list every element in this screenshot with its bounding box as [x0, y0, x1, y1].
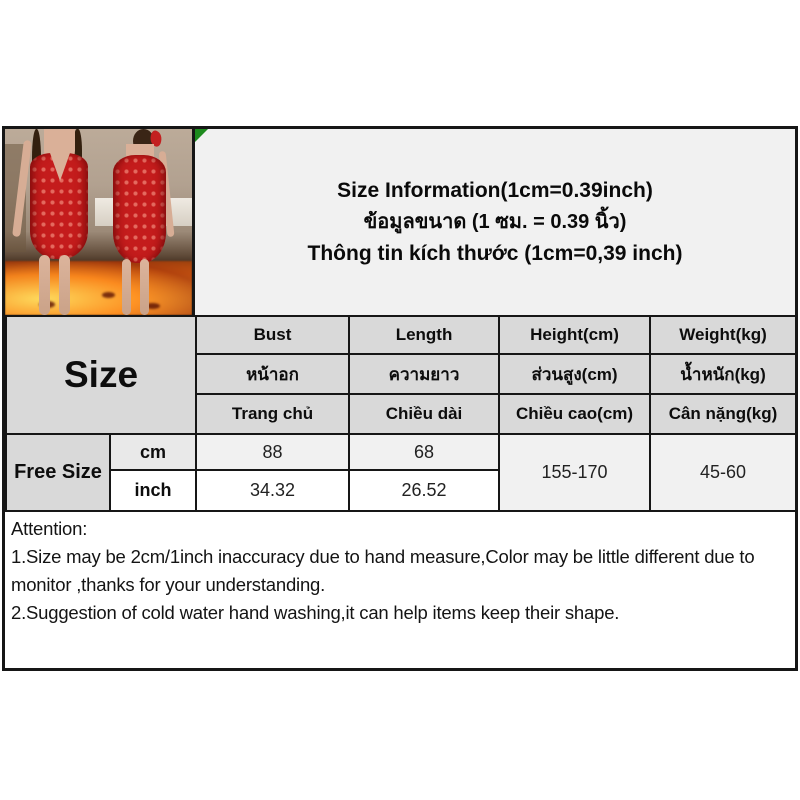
col-header-height-en: Height(cm): [498, 315, 652, 355]
col-header-weight-th: น้ำหนัก(kg): [649, 353, 798, 395]
size-chart-table: Size Bust Length Height(cm) Weight(kg) ห…: [4, 315, 798, 512]
attention-heading: Attention:: [11, 518, 88, 539]
length-inch-value: 26.52: [348, 469, 501, 512]
leg: [59, 255, 71, 315]
title-cell: Size Information(1cm=0.39inch) ข้อมูลขนา…: [195, 129, 795, 315]
col-header-height-vi: Chiều cao(cm): [498, 393, 652, 435]
row-label-free-size: Free Size: [5, 433, 111, 512]
attention-notes: Attention: 1.Size may be 2cm/1inch inacc…: [5, 512, 795, 668]
size-corner-cell: Size: [4, 315, 198, 435]
col-header-weight-vi: Cân nặng(kg): [649, 393, 798, 435]
leg: [38, 255, 50, 315]
red-dress-back: [113, 155, 166, 263]
leg: [139, 259, 150, 315]
fireplace-fire: [5, 261, 192, 315]
col-header-length-vi: Chiều dài: [348, 393, 501, 435]
photo-background: [5, 129, 192, 315]
data-row-cm: Free Size cm 88 68 155-170 45-60: [5, 433, 798, 512]
title-vietnamese: Thông tin kích thước (1cm=0,39 inch): [307, 242, 683, 265]
bust-cm-value: 88: [195, 433, 351, 471]
col-header-bust-en: Bust: [195, 315, 351, 355]
col-header-bust-vi: Trang chủ: [195, 393, 351, 435]
bust-inch-value: 34.32: [195, 469, 351, 512]
model-back: [99, 129, 181, 315]
size-info-sheet: Size Information(1cm=0.39inch) ข้อมูลขนา…: [2, 126, 798, 671]
product-photo: [5, 129, 195, 315]
col-header-bust-th: หน้าอก: [195, 353, 351, 395]
col-header-length-th: ความยาว: [348, 353, 501, 395]
leg: [121, 259, 132, 315]
header-row-th: หน้าอก ความยาว ส่วนสูง(cm) น้ำหนัก(kg): [6, 353, 798, 395]
hair: [72, 129, 82, 178]
col-header-weight-en: Weight(kg): [649, 315, 798, 355]
attention-note-1: 1.Size may be 2cm/1inch inaccuracy due t…: [11, 546, 755, 595]
unit-cm: cm: [108, 433, 198, 471]
attention-note-2: 2.Suggestion of cold water hand washing,…: [11, 602, 620, 623]
ember: [145, 303, 161, 310]
length-cm-value: 68: [348, 433, 501, 471]
data-row-inch: inch 34.32 26.52: [6, 469, 796, 512]
v-neckline: [49, 153, 70, 182]
unit-inch: inch: [108, 469, 198, 512]
header-row-vi: Trang chủ Chiều dài Chiều cao(cm) Cân nặ…: [6, 393, 798, 435]
ember: [102, 292, 116, 299]
title-english: Size Information(1cm=0.39inch): [337, 178, 653, 202]
weight-value: 45-60: [649, 433, 798, 512]
height-value: 155-170: [498, 433, 652, 512]
title-thai: ข้อมูลขนาด (1 ซม. = 0.39 นิ้ว): [363, 211, 627, 233]
top-row: Size Information(1cm=0.39inch) ข้อมูลขนา…: [5, 129, 795, 315]
header-row-en: Size Bust Length Height(cm) Weight(kg): [4, 315, 798, 435]
col-header-height-th: ส่วนสูง(cm): [498, 353, 652, 395]
model-front: [12, 129, 102, 315]
cell-corner-flag-icon: [195, 129, 208, 142]
col-header-length-en: Length: [348, 315, 501, 355]
